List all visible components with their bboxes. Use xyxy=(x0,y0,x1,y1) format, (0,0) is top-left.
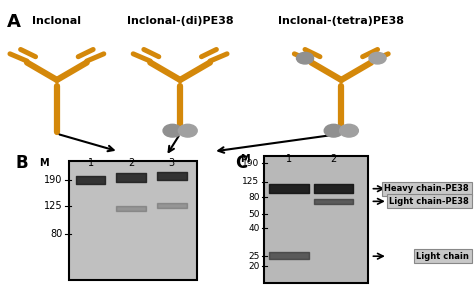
Text: 50: 50 xyxy=(248,209,260,219)
FancyBboxPatch shape xyxy=(69,161,197,280)
Text: 1: 1 xyxy=(88,158,93,168)
FancyBboxPatch shape xyxy=(264,156,368,283)
Text: 20: 20 xyxy=(248,262,260,270)
Text: B: B xyxy=(16,154,28,171)
Text: Inclonal: Inclonal xyxy=(32,16,82,26)
Text: 190: 190 xyxy=(242,159,260,168)
Text: 80: 80 xyxy=(51,229,63,239)
Text: Light chain-PE38: Light chain-PE38 xyxy=(389,197,469,206)
Text: 80: 80 xyxy=(248,193,260,202)
Text: 2: 2 xyxy=(128,158,134,168)
Text: 1: 1 xyxy=(286,154,292,163)
Text: Light chain: Light chain xyxy=(416,252,469,261)
Text: Inclonal-(tetra)PE38: Inclonal-(tetra)PE38 xyxy=(278,16,404,26)
Text: 2: 2 xyxy=(330,154,337,163)
Circle shape xyxy=(178,124,197,137)
Circle shape xyxy=(297,52,314,64)
Text: 190: 190 xyxy=(45,175,63,185)
Text: 125: 125 xyxy=(242,177,260,186)
Text: A: A xyxy=(7,13,21,31)
Text: M: M xyxy=(240,154,250,163)
Text: 25: 25 xyxy=(248,252,260,261)
Circle shape xyxy=(324,124,343,137)
Circle shape xyxy=(163,124,182,137)
Text: 125: 125 xyxy=(44,201,63,211)
Text: Inclonal-(di)PE38: Inclonal-(di)PE38 xyxy=(127,16,233,26)
Text: 40: 40 xyxy=(248,224,260,233)
Text: M: M xyxy=(39,158,48,168)
Circle shape xyxy=(369,52,386,64)
Text: C: C xyxy=(235,154,247,171)
Circle shape xyxy=(339,124,358,137)
Text: 3: 3 xyxy=(169,158,174,168)
Text: Heavy chain-PE38: Heavy chain-PE38 xyxy=(384,184,469,193)
